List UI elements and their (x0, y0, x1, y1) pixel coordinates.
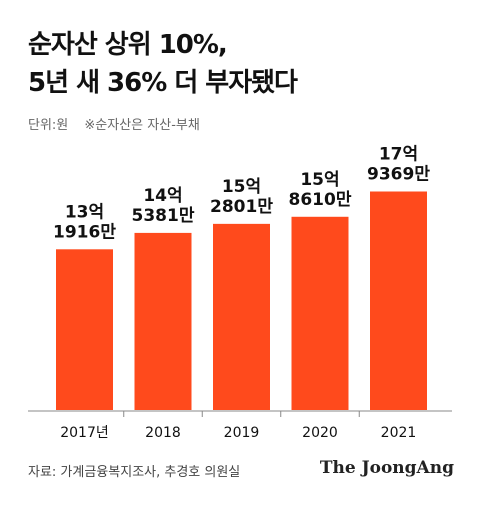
x-tick-label-0: 2017년 (60, 425, 109, 441)
title-line-1: 순자산 상위 10%, (28, 30, 228, 60)
data-label-2-1: 2801만 (210, 197, 273, 217)
chart-title: 순자산 상위 10%, 5년 새 36% 더 부자됐다 (28, 26, 468, 102)
data-label-4-1: 9369만 (367, 165, 430, 185)
unit-label: 단위:원 (28, 118, 69, 133)
data-label-0-1: 1916만 (53, 222, 116, 242)
data-label-0-0: 13억 (65, 202, 104, 222)
x-tick-label-2: 2019 (224, 425, 260, 441)
data-label-3-1: 8610만 (289, 190, 352, 210)
data-label-2-0: 15억 (222, 177, 261, 197)
data-label-1-1: 5381만 (132, 206, 195, 226)
bar-0 (56, 249, 113, 410)
x-tick-label-4: 2021 (381, 425, 417, 441)
x-tick-label-1: 2018 (145, 425, 181, 441)
bar-1 (134, 232, 192, 410)
x-tick-label-3: 2020 (302, 425, 338, 441)
source-note: 자료: 가계금융복지조사, 추경호 의원실 (28, 465, 241, 480)
title-line-2: 5년 새 36% 더 부자됐다 (28, 68, 298, 98)
data-label-1-0: 14억 (143, 186, 182, 206)
publisher-logo: The JoongAng (319, 458, 454, 478)
definition-note: ※순자산은 자산-부채 (84, 118, 200, 133)
data-label-4-0: 17억 (379, 145, 418, 165)
bar-3 (291, 216, 349, 410)
bar-4 (370, 191, 427, 410)
data-label-3-0: 15억 (300, 170, 339, 190)
unit-row: 단위:원 ※순자산은 자산-부채 (28, 114, 212, 133)
bar-2 (213, 223, 270, 410)
